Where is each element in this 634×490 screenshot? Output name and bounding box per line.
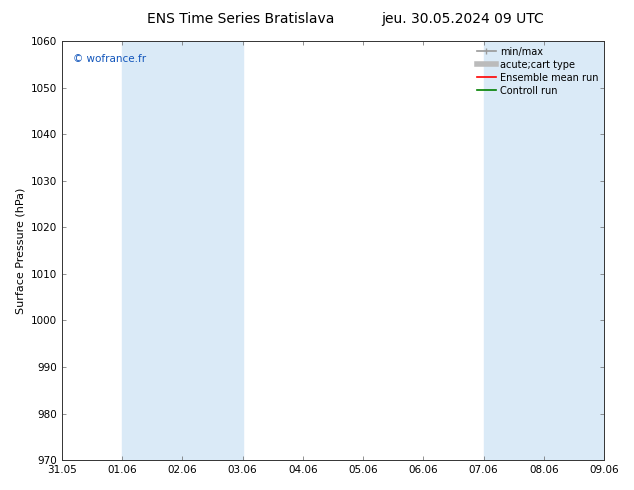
Text: jeu. 30.05.2024 09 UTC: jeu. 30.05.2024 09 UTC xyxy=(382,12,544,26)
Legend: min/max, acute;cart type, Ensemble mean run, Controll run: min/max, acute;cart type, Ensemble mean … xyxy=(472,43,602,99)
Text: ENS Time Series Bratislava: ENS Time Series Bratislava xyxy=(147,12,335,26)
Bar xyxy=(182,41,243,460)
Bar xyxy=(122,41,182,460)
Y-axis label: Surface Pressure (hPa): Surface Pressure (hPa) xyxy=(15,187,25,314)
Bar xyxy=(484,41,544,460)
Text: © wofrance.fr: © wofrance.fr xyxy=(72,53,146,64)
Bar xyxy=(544,41,604,460)
